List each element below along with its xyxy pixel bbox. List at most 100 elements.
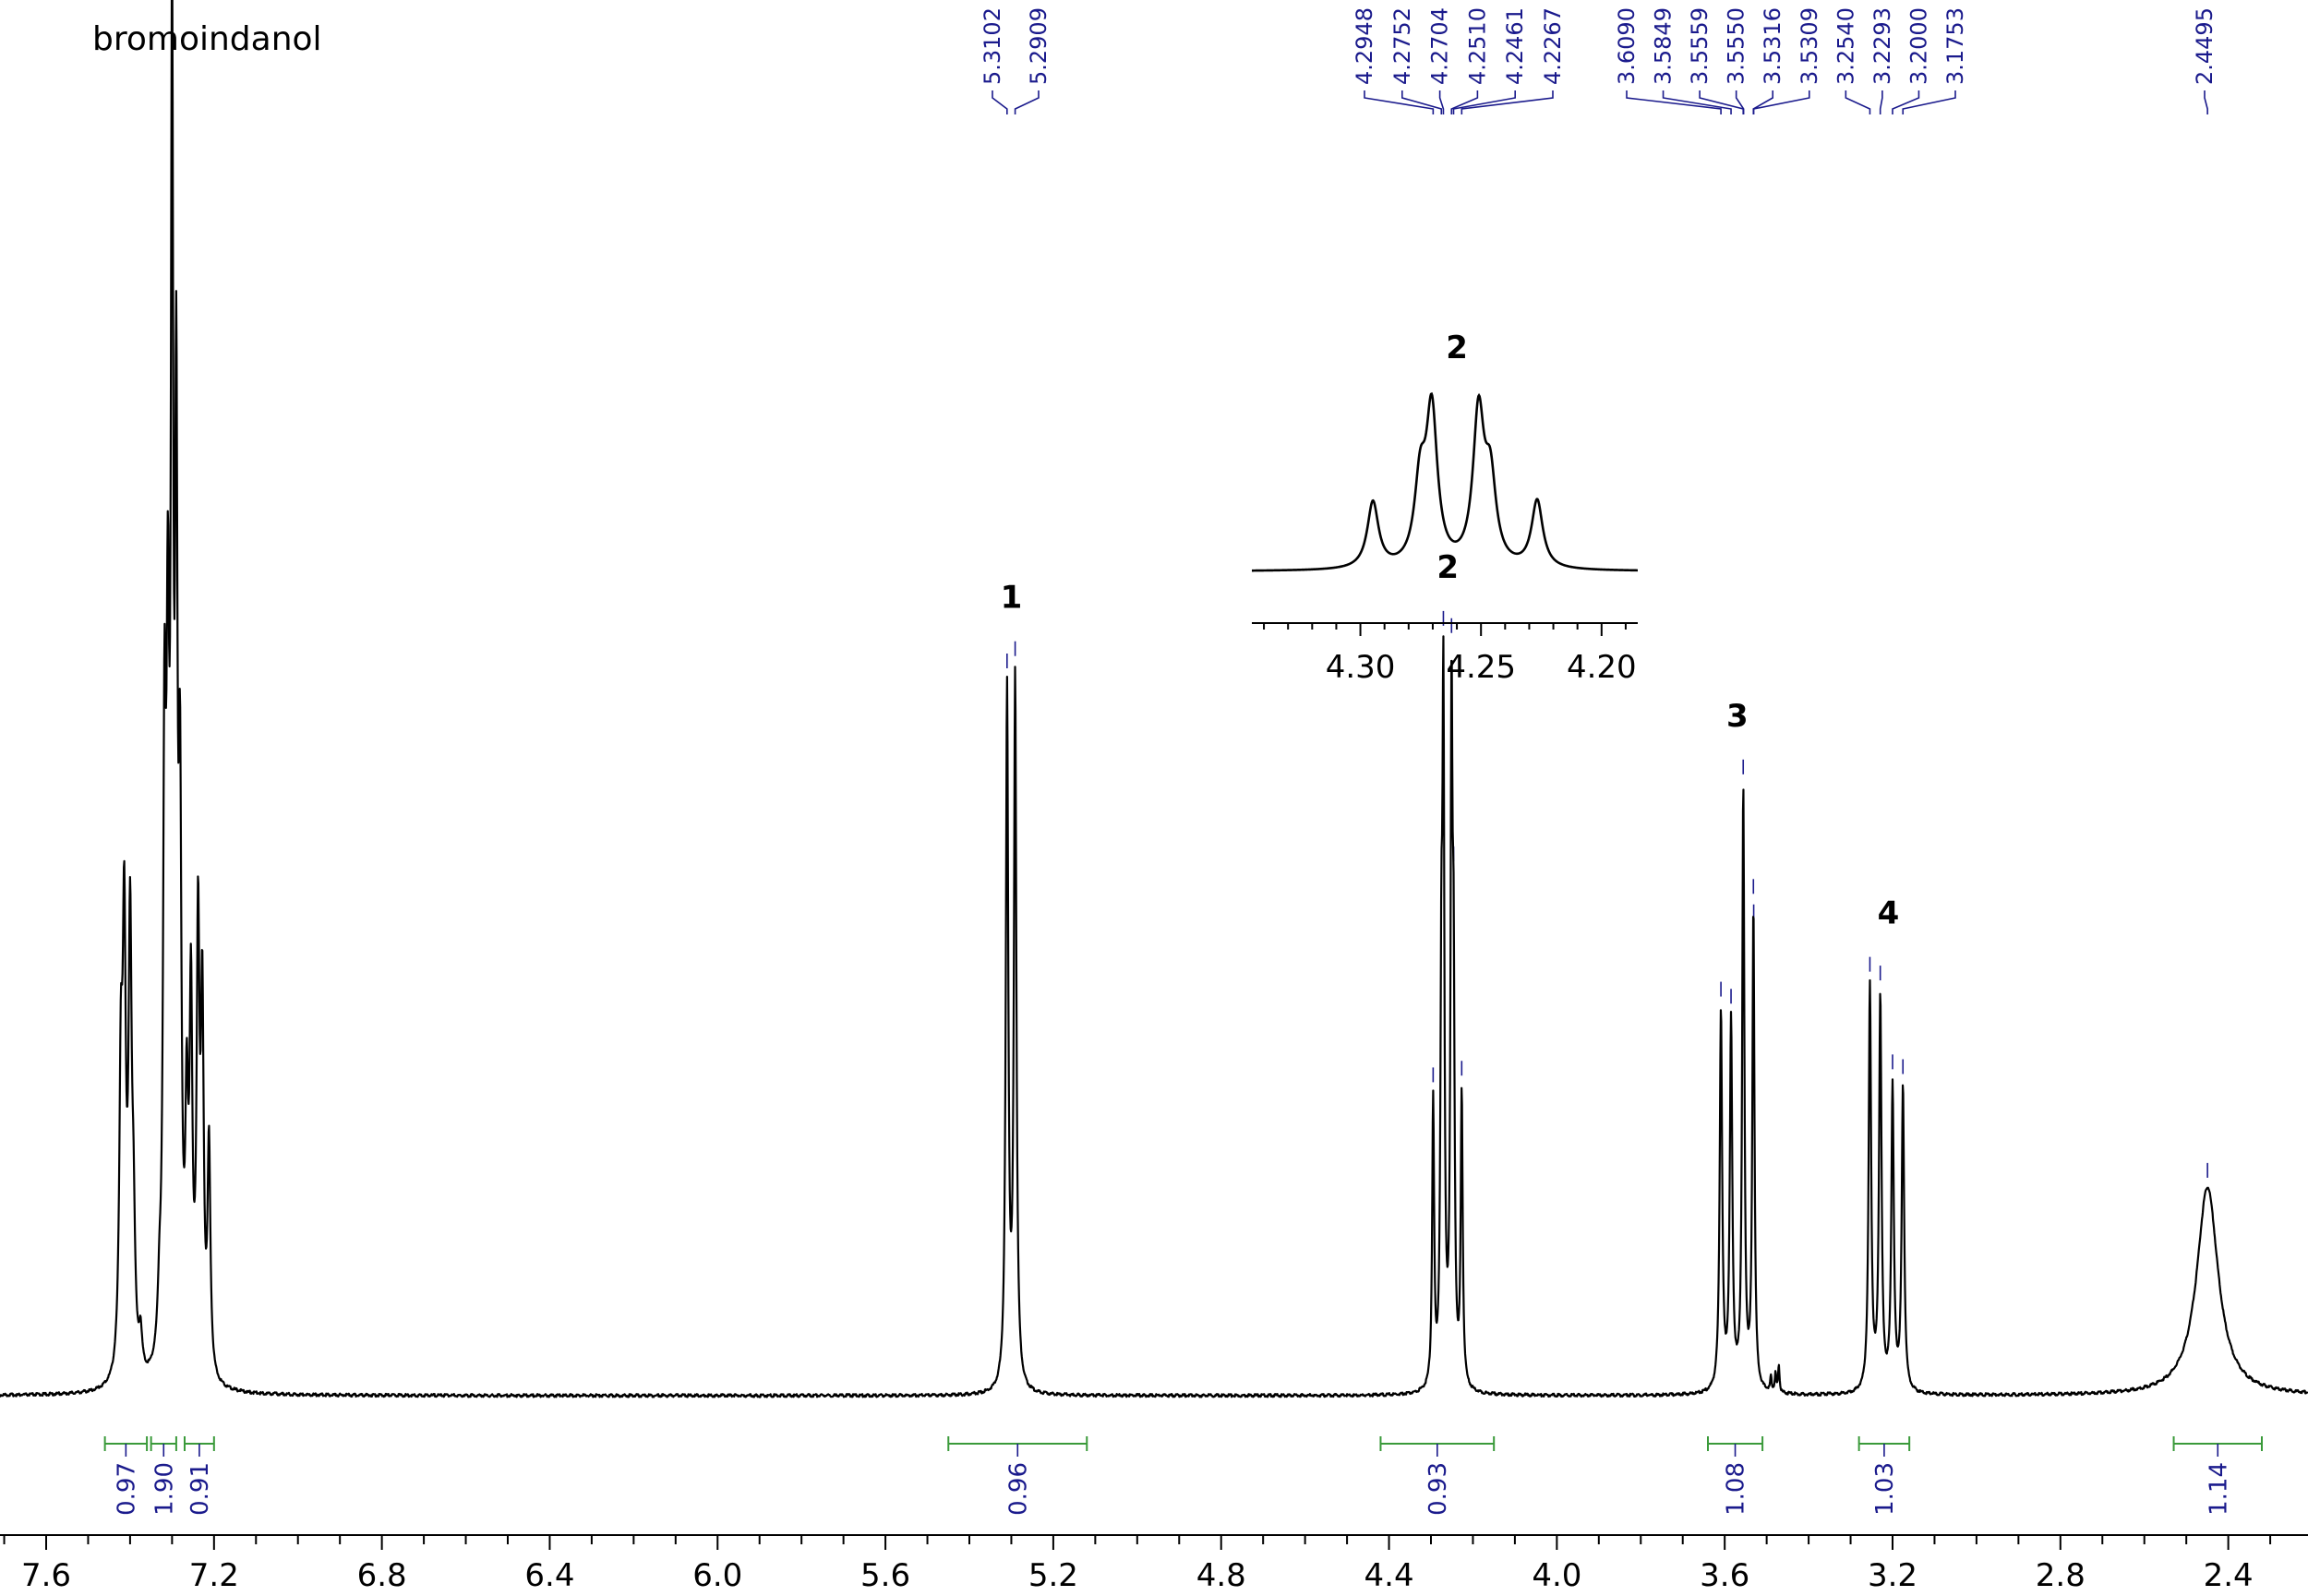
x-tick-label: 7.2 — [189, 1557, 239, 1592]
peak-pick-label: 5.3102 — [980, 7, 1005, 85]
spectrum-trace — [0, 0, 2308, 1398]
integral-value: 1.14 — [2205, 1462, 2232, 1516]
inset-expansion: 4.30 4.25 4.20 2 — [1252, 330, 1639, 686]
peak-pick-leader — [1452, 90, 1516, 114]
peak-pick-label: 5.2909 — [1026, 7, 1052, 85]
peak-pick-label: 3.2000 — [1905, 7, 1931, 85]
peak-pick: 2.4495 — [2192, 7, 2218, 1178]
peak-pick: 3.2540 — [1833, 7, 1871, 972]
peak-pick-leader — [1879, 90, 1883, 114]
integral: 0.97 — [103, 1436, 149, 1516]
integral-value: 1.03 — [1871, 1462, 1899, 1516]
integral: 1.14 — [2172, 1436, 2263, 1516]
inset-tick-label: 4.30 — [1326, 649, 1396, 686]
peak-pick-leader — [1450, 90, 1479, 114]
peak-pick: 3.6090 — [1614, 7, 1722, 997]
integral-value: 0.96 — [1004, 1462, 1032, 1516]
peak-group-label: 2 — [1436, 549, 1459, 586]
peak-pick-label: 3.5316 — [1760, 7, 1785, 85]
x-tick-label: 6.8 — [357, 1557, 407, 1592]
x-tick-label: 7.6 — [21, 1557, 71, 1592]
x-tick-label: 5.6 — [860, 1557, 910, 1592]
integral: 1.03 — [1857, 1436, 1911, 1516]
integral: 1.90 — [150, 1436, 178, 1516]
peak-pick: 3.5559 — [1687, 7, 1745, 774]
x-tick-label: 2.4 — [2204, 1557, 2254, 1592]
integral: 1.08 — [1707, 1436, 1764, 1516]
x-tick-label: 3.6 — [1700, 1557, 1749, 1592]
peak-pick-label: 4.2752 — [1389, 7, 1415, 85]
peak-pick-label: 3.6090 — [1614, 7, 1640, 85]
peak-label-group: 1 2 3 4 — [1001, 549, 1900, 932]
spectrum-group — [0, 0, 2308, 1398]
integral: 0.91 — [184, 1436, 215, 1516]
x-tick-label: 4.4 — [1364, 1557, 1414, 1592]
peak-pick-leader — [2204, 90, 2208, 114]
peak-pick-leader — [1752, 90, 1810, 114]
inset-tick-label: 4.20 — [1567, 649, 1637, 686]
peak-pick-label: 3.5559 — [1687, 7, 1713, 85]
chart-title: bromoindanol — [92, 20, 322, 58]
peak-pick-label: 3.2293 — [1869, 7, 1895, 85]
peak-pick-leader — [1438, 90, 1445, 114]
peak-pick-label: 4.2948 — [1352, 7, 1377, 85]
peak-pick-leader — [1626, 90, 1722, 114]
peak-pick: 5.2909 — [1014, 7, 1052, 656]
integral: 0.96 — [947, 1436, 1088, 1516]
peak-pick-leader — [1461, 90, 1554, 114]
integral-value: 0.97 — [113, 1462, 140, 1516]
peak-pick-label: 2.4495 — [2192, 7, 2218, 85]
peak-pick-label: 4.2267 — [1540, 7, 1566, 85]
integral-group: 0.97 1.90 0.91 0.96 0.93 1.08 1.03 1.14 — [103, 1436, 2263, 1516]
peak-pick-label: 3.5849 — [1651, 7, 1677, 85]
peak-group-label: 4 — [1878, 895, 1900, 932]
peak-pick-leader — [1014, 90, 1040, 114]
peak-pick: 3.2293 — [1869, 7, 1895, 981]
peak-pick-label: 3.2540 — [1833, 7, 1858, 85]
peak-pick: 3.5316 — [1752, 7, 1785, 894]
peak-pick: 3.2000 — [1892, 7, 1931, 1070]
peak-pick-label: 4.2510 — [1464, 7, 1490, 85]
inset-tick-label: 4.25 — [1446, 649, 1516, 686]
x-tick-label: 4.0 — [1532, 1557, 1581, 1592]
x-tick-label: 5.2 — [1028, 1557, 1078, 1592]
x-tick-label: 2.8 — [2036, 1557, 2086, 1592]
peak-pick-label: 3.5550 — [1724, 7, 1749, 85]
peak-pick-leader — [1662, 90, 1732, 114]
peak-pick-label: 4.2461 — [1502, 7, 1528, 85]
peak-pick-leader — [1752, 90, 1774, 114]
peak-pick-label: 4.2704 — [1427, 7, 1453, 85]
peak-pick-leader — [992, 90, 1008, 114]
peak-group-label: 3 — [1726, 698, 1749, 735]
x-tick-label: 4.8 — [1196, 1557, 1246, 1592]
inset-peak-label: 2 — [1446, 330, 1468, 366]
integral: 0.93 — [1379, 1436, 1496, 1516]
x-tick-label: 3.2 — [1868, 1557, 1917, 1592]
peak-pick-label: 3.5309 — [1797, 7, 1822, 85]
peak-pick: 4.2267 — [1461, 7, 1566, 1076]
peak-pick-leader — [1401, 90, 1443, 114]
integral-value: 1.90 — [150, 1462, 178, 1516]
peak-pick: 3.1753 — [1902, 7, 1968, 1074]
x-tick-label: 6.0 — [692, 1557, 742, 1592]
peak-pick-leader — [1892, 90, 1920, 114]
peak-pick-leader — [1845, 90, 1871, 114]
peak-pick: 4.2704 — [1427, 7, 1453, 626]
peak-pick: 3.5849 — [1651, 7, 1732, 1004]
integral-value: 0.91 — [186, 1462, 214, 1516]
peak-pick-label: 3.1753 — [1942, 7, 1968, 85]
peak-pick-leader — [1902, 90, 1956, 114]
peak-pick: 3.5309 — [1752, 7, 1822, 919]
peak-pick-group: 5.3102 5.2909 4.2948 4.2752 4.2704 4.2510 4.24… — [980, 7, 2218, 1178]
peak-pick: 4.2510 — [1450, 7, 1490, 633]
x-axis: 7.6 7.2 6.8 6.4 6.0 5.6 5.2 4.8 4.4 4.0 3.6 3.2 2.8 2… — [0, 1534, 2308, 1594]
peak-pick-leader — [1364, 90, 1435, 114]
inset-spectrum-trace — [1252, 391, 1639, 572]
integral-value: 1.08 — [1723, 1462, 1750, 1516]
peak-pick: 4.2948 — [1352, 7, 1435, 1083]
peak-pick: 4.2461 — [1452, 7, 1528, 862]
peak-pick: 3.5550 — [1724, 7, 1749, 806]
peak-pick: 4.2752 — [1389, 7, 1443, 861]
